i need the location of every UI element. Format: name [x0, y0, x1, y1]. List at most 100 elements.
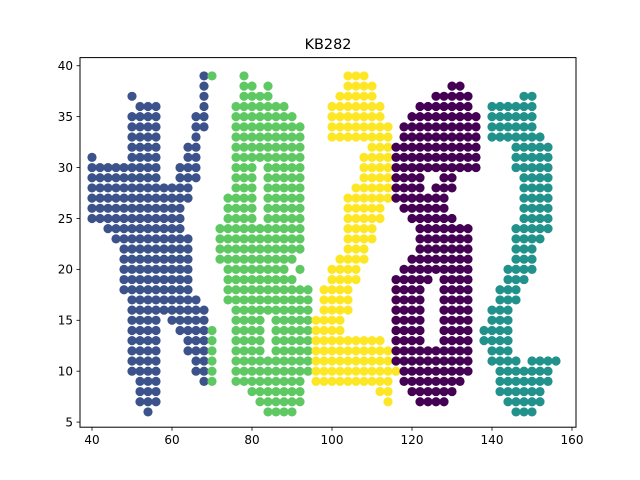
data-point [503, 366, 513, 376]
data-point [143, 274, 153, 285]
data-point [183, 305, 193, 315]
data-point [327, 356, 337, 366]
data-point [111, 162, 121, 173]
data-point [463, 295, 473, 305]
data-point [279, 173, 289, 183]
data-point [359, 162, 369, 173]
data-point [287, 315, 297, 325]
data-point [511, 132, 521, 142]
data-point [143, 213, 153, 224]
data-point [415, 112, 425, 122]
data-point [527, 101, 537, 112]
data-point [247, 162, 257, 173]
data-point [455, 285, 465, 295]
data-point [247, 91, 257, 101]
data-point [271, 407, 281, 417]
data-point [511, 244, 521, 254]
data-point [375, 101, 385, 112]
data-point [383, 376, 393, 386]
data-point [487, 336, 497, 346]
x-tick-label: 120 [401, 433, 424, 447]
data-point [319, 305, 329, 315]
data-point [391, 366, 401, 376]
data-point [271, 264, 281, 274]
data-point [527, 244, 537, 254]
data-point [471, 132, 481, 142]
data-point [135, 142, 145, 152]
data-point [271, 193, 281, 203]
data-point [167, 213, 177, 224]
data-point [135, 397, 145, 407]
data-point [231, 285, 241, 295]
data-point [231, 112, 241, 122]
data-point [279, 224, 289, 234]
data-point [143, 264, 153, 274]
data-point [231, 234, 241, 244]
data-point [279, 305, 289, 315]
data-point [287, 234, 297, 244]
data-point [263, 274, 273, 285]
data-point [303, 366, 313, 376]
data-point [255, 346, 265, 356]
data-point [351, 366, 361, 376]
data-point [247, 305, 257, 315]
data-point [447, 325, 457, 336]
data-point [167, 285, 177, 295]
data-point [415, 336, 425, 346]
data-point [143, 234, 153, 244]
data-point [487, 122, 497, 132]
data-point [407, 295, 417, 305]
data-point [495, 315, 505, 325]
data-point [407, 203, 417, 213]
data-point [327, 295, 337, 305]
series-2a [311, 71, 401, 407]
data-point [327, 101, 337, 112]
data-point [191, 132, 201, 142]
data-point [447, 132, 457, 142]
data-point [367, 152, 377, 162]
data-point [367, 91, 377, 101]
data-point [119, 183, 129, 193]
data-point [455, 346, 465, 356]
data-point [263, 142, 273, 152]
data-point [327, 325, 337, 336]
data-point [263, 244, 273, 254]
data-point [287, 203, 297, 213]
data-point [351, 224, 361, 234]
data-point [87, 162, 97, 173]
data-point [535, 142, 545, 152]
data-point [447, 244, 457, 254]
data-point [463, 152, 473, 162]
data-point [263, 132, 273, 142]
data-point [279, 407, 289, 417]
data-point [239, 101, 249, 112]
data-point [255, 122, 265, 132]
data-point [135, 203, 145, 213]
data-point [407, 132, 417, 142]
data-point [439, 315, 449, 325]
data-point [335, 285, 345, 295]
data-point [183, 285, 193, 295]
data-point [367, 173, 377, 183]
data-point [287, 183, 297, 193]
data-point [159, 244, 169, 254]
data-point [527, 183, 537, 193]
data-point [119, 274, 129, 285]
data-point [551, 356, 561, 366]
data-point [279, 132, 289, 142]
x-tick-label: 100 [321, 433, 344, 447]
data-point [463, 142, 473, 152]
data-point [167, 264, 177, 274]
data-point [151, 356, 161, 366]
data-point [287, 366, 297, 376]
data-point [287, 142, 297, 152]
data-point [191, 173, 201, 183]
data-point [263, 122, 273, 132]
data-point [423, 132, 433, 142]
data-point [351, 244, 361, 254]
data-point [439, 101, 449, 112]
data-point [263, 152, 273, 162]
data-point [399, 285, 409, 295]
data-point [535, 366, 545, 376]
data-point [447, 213, 457, 224]
